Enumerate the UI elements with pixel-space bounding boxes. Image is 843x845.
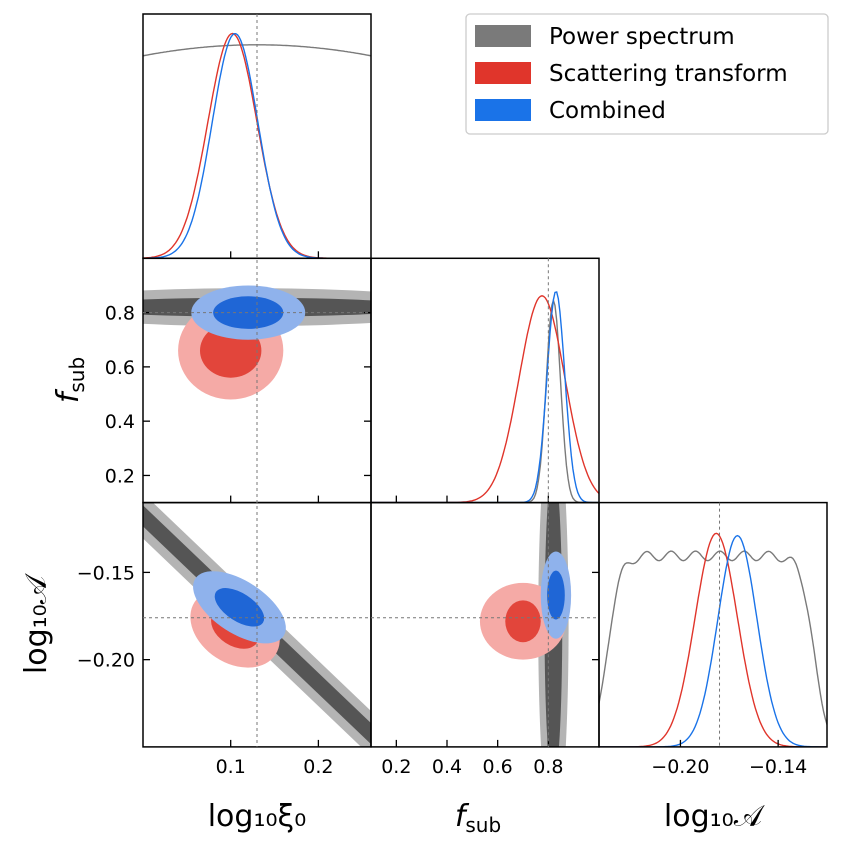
panel-xi0-logA: [143, 503, 371, 747]
legend-label-power-spectrum: Power spectrum: [549, 24, 735, 50]
axis-ticks: 0.1 0.2 0.2 0.4 0.6 0.8 −0.20 −0.14 0.2 0.4 0.6 0.8…: [77, 251, 807, 778]
legend-swatch-combined: [475, 99, 531, 121]
x-label-fsub: fsub: [455, 799, 501, 837]
xtick-label-fsub-2: 0.6: [483, 756, 513, 778]
legend-label-scattering-transform: Scattering transform: [549, 61, 788, 87]
xtick-label-fsub-3: 0.8: [533, 756, 563, 778]
contour68-fsub-logA-combined: [547, 570, 565, 620]
ytick-label-logA-0: −0.15: [77, 562, 135, 584]
legend-frame: [465, 13, 829, 135]
truth-lines: [143, 14, 721, 747]
xtick-label-fsub-0: 0.2: [381, 756, 411, 778]
panel-fsub-logA: [479, 503, 572, 747]
legend: Power spectrum Scattering transform Comb…: [465, 13, 829, 135]
xtick-label-xi0-0: 0.1: [216, 756, 246, 778]
xtick-label-logA-0: −0.20: [651, 756, 709, 778]
ytick-label-fsub-3: 0.8: [105, 303, 135, 325]
marginal-fsub-power-spectrum: [371, 297, 599, 503]
panel-xi0-fsub: [143, 285, 371, 400]
legend-label-combined: Combined: [549, 98, 666, 124]
ytick-label-fsub-2: 0.6: [105, 357, 135, 379]
x-axis-labels: log₁₀ξ₀ fsub log₁₀𝒜: [208, 799, 766, 837]
panel-logA-marginal: [599, 532, 827, 747]
y-axis-labels: fsub log₁₀𝒜: [19, 357, 89, 674]
contour68-xi0-fsub-combined: [213, 296, 284, 329]
marginal-logA-power-spectrum: [599, 550, 827, 725]
marginal-fsub-scattering-transform: [371, 295, 599, 503]
legend-swatch-scattering-transform: [475, 62, 531, 84]
y-label-fsub: fsub: [51, 357, 89, 403]
y-label-logA: log₁₀𝒜: [19, 572, 54, 674]
x-label-logA: log₁₀𝒜: [664, 799, 766, 834]
xtick-label-logA-1: −0.14: [749, 756, 807, 778]
marginal-logA-combined: [599, 534, 827, 747]
x-label-xi0: log₁₀ξ₀: [208, 799, 307, 834]
ytick-label-fsub-0: 0.2: [105, 465, 135, 487]
contour68-xi0-logA-combined: [214, 588, 265, 627]
panel-fsub-marginal: [371, 291, 599, 503]
marginal-fsub-combined: [371, 291, 599, 503]
xtick-label-xi0-1: 0.2: [303, 756, 333, 778]
marginal-logA-scattering-transform: [599, 532, 827, 747]
xtick-label-fsub-1: 0.4: [432, 756, 462, 778]
contour68-fsub-logA-scattering-transform: [505, 600, 541, 643]
ytick-label-fsub-1: 0.4: [105, 411, 135, 433]
frame-2-2: [598, 501, 828, 748]
ytick-label-logA-1: −0.20: [77, 650, 135, 672]
legend-swatch-power-spectrum: [475, 25, 531, 47]
